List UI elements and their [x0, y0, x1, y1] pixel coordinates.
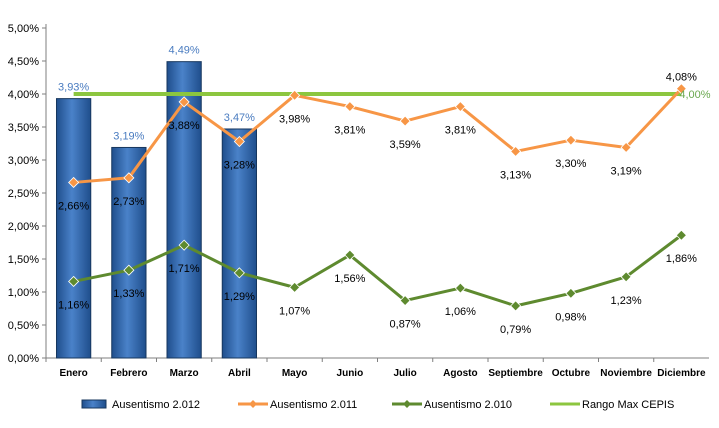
- y-tick-label: 3,00%: [8, 155, 39, 167]
- data-label: 0,79%: [500, 324, 531, 336]
- y-tick-label: 5,00%: [8, 23, 39, 35]
- data-label: 1,07%: [279, 305, 310, 317]
- x-tick-label: Febrero: [110, 368, 147, 379]
- data-point-marker: [178, 96, 190, 108]
- data-label: 3,59%: [390, 139, 421, 151]
- data-point-marker: [178, 239, 190, 251]
- data-label: 3,93%: [58, 82, 89, 94]
- data-label: 3,81%: [445, 125, 476, 137]
- data-point-marker: [68, 176, 80, 189]
- data-label: 3,13%: [500, 169, 531, 181]
- data-label: 0,87%: [390, 319, 421, 331]
- data-label: 3,19%: [113, 130, 144, 142]
- x-tick-label: Septiembre: [488, 368, 543, 379]
- y-tick-label: 1,50%: [8, 254, 39, 266]
- data-point-marker: [565, 134, 577, 146]
- legend-label: Ausentismo 2.012: [112, 399, 200, 411]
- data-label: 1,06%: [445, 306, 476, 318]
- legend-marker: [249, 400, 257, 408]
- data-label: 1,33%: [113, 288, 144, 300]
- legend-label: Ausentismo 2.011: [270, 399, 357, 411]
- data-label: 4,08%: [666, 72, 697, 84]
- series-line: [73, 87, 683, 184]
- data-label: 1,56%: [334, 273, 365, 285]
- data-point-marker: [233, 267, 245, 279]
- y-tick-label: 3,50%: [8, 122, 39, 134]
- data-point-marker: [289, 281, 301, 293]
- data-label: 3,28%: [224, 160, 255, 172]
- data-point-marker: [68, 275, 80, 288]
- data-point-marker: [510, 300, 522, 312]
- y-tick-label: 4,50%: [8, 56, 39, 68]
- y-tick-label: 0,00%: [8, 353, 39, 365]
- data-point-marker: [123, 172, 135, 184]
- data-label: 0,98%: [555, 311, 586, 323]
- data-point-marker: [399, 295, 411, 307]
- bar: [55, 98, 92, 359]
- data-point-marker: [289, 89, 301, 101]
- legend-swatch: [81, 399, 107, 409]
- bar: [221, 128, 258, 359]
- x-tick-label: Junio: [337, 368, 364, 379]
- data-point-marker: [123, 264, 135, 276]
- data-point-marker: [620, 271, 632, 283]
- data-label: 3,81%: [334, 125, 365, 137]
- data-point-marker: [233, 135, 245, 148]
- data-point-marker: [454, 282, 466, 294]
- data-point-marker: [399, 115, 411, 127]
- data-point-marker: [344, 249, 356, 261]
- data-label: 1,16%: [58, 299, 89, 311]
- y-tick-label: 2,00%: [8, 221, 39, 233]
- data-label: 2,73%: [113, 196, 144, 208]
- data-label: 1,71%: [169, 263, 200, 275]
- legend-label: Rango Max CEPIS: [582, 399, 674, 411]
- legend-label: Ausentismo 2.010: [424, 399, 512, 411]
- series-line: [73, 234, 683, 308]
- x-tick-label: Marzo: [170, 368, 199, 379]
- data-label: 4,49%: [169, 45, 200, 57]
- data-label: 3,88%: [169, 120, 200, 132]
- data-point-marker: [675, 83, 687, 95]
- x-tick-label: Mayo: [282, 368, 308, 379]
- y-tick-label: 2,50%: [8, 188, 39, 200]
- data-label: 1,23%: [611, 295, 642, 307]
- y-tick-label: 1,00%: [8, 287, 39, 299]
- data-point-marker: [454, 100, 466, 113]
- y-tick-label: 0,50%: [8, 320, 39, 332]
- data-label: 4,00%: [679, 89, 710, 101]
- data-point-marker: [675, 229, 687, 241]
- data-label: 3,98%: [279, 113, 310, 125]
- x-tick-label: Abril: [228, 368, 251, 379]
- x-tick-label: Noviembre: [600, 368, 652, 379]
- x-tick-label: Agosto: [443, 368, 477, 379]
- data-label: 2,66%: [58, 200, 89, 212]
- data-point-marker: [620, 141, 632, 154]
- y-tick-label: 4,00%: [8, 89, 39, 101]
- data-point-marker: [344, 100, 356, 113]
- x-tick-label: Julio: [393, 368, 416, 379]
- legend-marker: [403, 400, 411, 408]
- data-label: 3,47%: [224, 112, 255, 124]
- data-point-marker: [565, 287, 577, 299]
- data-point-marker: [510, 145, 522, 157]
- data-label: 1,86%: [666, 253, 697, 265]
- data-label: 1,29%: [224, 291, 255, 303]
- x-tick-label: Octubre: [552, 368, 591, 379]
- x-tick-label: Diciembre: [657, 368, 706, 379]
- x-tick-label: Enero: [59, 368, 87, 379]
- data-label: 3,19%: [611, 165, 642, 177]
- data-label: 3,30%: [555, 158, 586, 170]
